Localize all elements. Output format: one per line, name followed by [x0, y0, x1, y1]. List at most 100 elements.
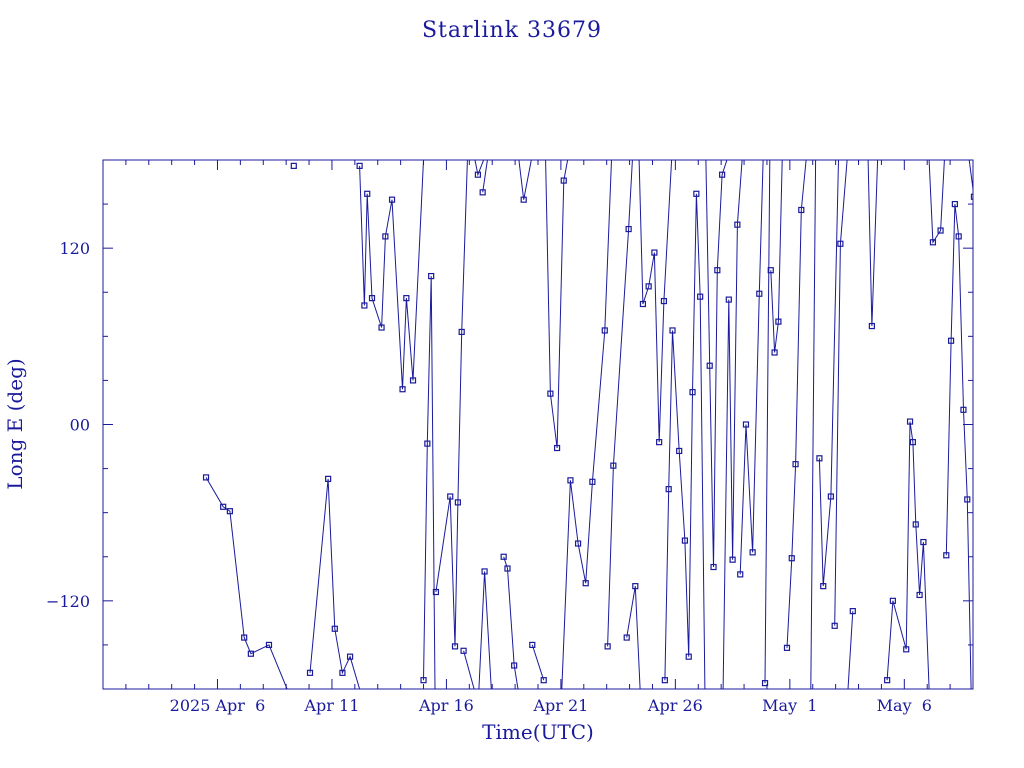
series-line [478, 571, 492, 689]
data-point [474, 171, 482, 178]
data-point [290, 162, 297, 169]
data-point [382, 233, 389, 240]
data-point [331, 625, 338, 632]
data-point [884, 677, 891, 684]
data-point [610, 462, 617, 469]
data-point [964, 496, 971, 503]
data-point [909, 439, 917, 446]
series-line [834, 160, 848, 626]
data-point [604, 643, 611, 650]
data-point [378, 324, 385, 331]
data-point [409, 377, 417, 384]
data-point [706, 362, 713, 369]
data-point [241, 634, 248, 641]
data-point [651, 249, 658, 256]
x-tick-label: May 1 [762, 696, 817, 715]
chart-title: Starlink 33679 [422, 18, 602, 43]
series-line [638, 160, 673, 443]
data-point [734, 221, 741, 228]
data-point [837, 240, 844, 247]
data-point [792, 461, 799, 468]
y-tick-label: −120 [46, 592, 90, 611]
data-point [540, 677, 547, 684]
data-point [247, 650, 254, 657]
data-point [903, 646, 910, 653]
data-point [929, 239, 937, 246]
data-point [428, 272, 435, 280]
y-tick-label: 00 [70, 416, 90, 435]
data-point [420, 677, 427, 684]
data-point [771, 349, 778, 356]
axis-ticks [102, 159, 974, 690]
series-line [503, 556, 519, 689]
data-point [553, 444, 561, 452]
data-point [719, 171, 726, 178]
data-point [798, 206, 805, 214]
series-line [463, 650, 475, 689]
data-point [388, 196, 396, 203]
data-point [689, 389, 696, 396]
plot-frame [102, 159, 974, 690]
data-point [937, 227, 944, 234]
data-point [560, 177, 567, 184]
data-point [970, 193, 973, 200]
data-point [725, 296, 732, 303]
data-point [737, 571, 744, 578]
data-point [632, 583, 639, 590]
data-point [601, 327, 608, 334]
x-axis-title: Time(UTC) [482, 720, 594, 744]
data-point [783, 644, 791, 651]
data-point [729, 556, 736, 563]
data-point [265, 641, 273, 649]
data-point [767, 267, 774, 274]
data-point [912, 521, 919, 528]
series-line [818, 160, 839, 587]
data-point [432, 588, 440, 596]
data-point [749, 549, 756, 556]
series-line [810, 160, 817, 689]
data-point [399, 386, 406, 393]
data-point [346, 653, 354, 660]
data-point [820, 583, 827, 590]
data-point [742, 421, 750, 428]
y-axis-title: Long E (deg) [3, 358, 27, 489]
data-point [693, 190, 700, 197]
series-line [607, 160, 633, 647]
series-line [886, 421, 930, 689]
data-point [916, 591, 923, 599]
data-point [661, 677, 668, 684]
data-point [639, 300, 647, 308]
series-line [545, 160, 569, 449]
series-line [847, 611, 854, 689]
data-point [447, 493, 454, 500]
data-point [906, 418, 914, 425]
data-point [361, 302, 368, 309]
x-tick-label: Apr 21 [532, 696, 588, 715]
data-point [325, 475, 332, 482]
data-point [816, 455, 823, 462]
data-point [827, 493, 834, 500]
series-line [739, 160, 764, 575]
data-point [761, 680, 769, 687]
data-point [511, 662, 518, 669]
data-point [589, 478, 596, 485]
data-point [458, 328, 465, 336]
data-point [889, 597, 896, 604]
data-point [714, 267, 721, 274]
data-point [669, 327, 676, 334]
data-point [306, 669, 314, 676]
data-point [775, 318, 782, 325]
series-line [359, 160, 424, 390]
data-point [831, 622, 838, 629]
data-point [451, 643, 459, 650]
data-point [403, 295, 410, 302]
data-point [547, 390, 554, 397]
data-point [479, 189, 486, 196]
data-point [504, 565, 511, 572]
data-point [574, 540, 582, 547]
x-tick-label: Apr 11 [304, 696, 360, 715]
data-point [625, 225, 632, 233]
data-point [697, 293, 704, 300]
x-tick-label: 2025 Apr 6 [170, 696, 266, 715]
